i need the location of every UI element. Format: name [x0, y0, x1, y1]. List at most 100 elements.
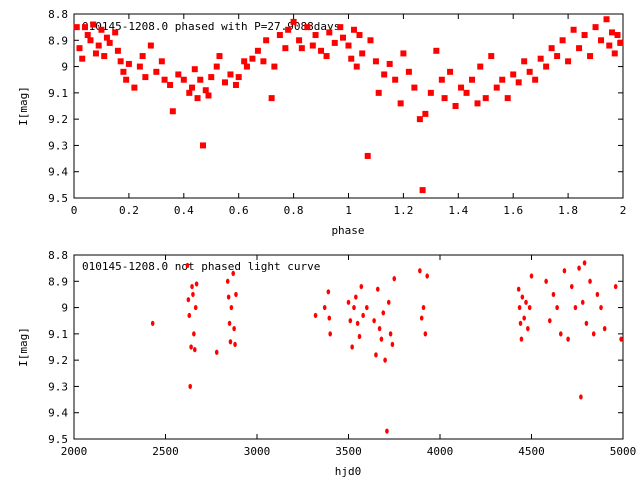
unphased-data-point	[359, 283, 364, 290]
phased-data-point	[381, 71, 388, 78]
phased-data-point	[609, 29, 616, 36]
unphased-data-point	[579, 394, 583, 400]
unphased-light-curve-panel: 010145-1208.0 not phased light curve hjd…	[17, 249, 636, 478]
unphased-data-point	[555, 304, 559, 311]
unphased-data-point	[192, 331, 196, 337]
unphased-data-point	[327, 315, 332, 321]
phased-data-point	[419, 187, 426, 194]
unphased-data-point	[229, 304, 234, 311]
phased-data-point	[323, 53, 330, 60]
phased-data-point	[147, 42, 154, 49]
unphased-data-point	[313, 312, 318, 319]
unphased-data-point	[191, 291, 195, 298]
phased-data-point	[493, 84, 500, 91]
unphased-data-point	[591, 331, 596, 337]
phased-y-tick-label: 8.9	[48, 34, 68, 47]
phased-data-point	[263, 37, 270, 44]
phased-data-point	[221, 79, 228, 86]
unphased-data-point	[526, 326, 530, 332]
unphased-data-point	[386, 299, 391, 305]
unphased-y-tick-label: 9.3	[48, 380, 68, 393]
phased-data-point	[367, 37, 374, 44]
phased-data-point	[191, 66, 198, 73]
unphased-data-point	[381, 310, 386, 316]
phased-data-point	[98, 26, 105, 33]
unphased-data-point	[423, 331, 428, 337]
phased-data-point	[611, 50, 618, 57]
unphased-y-tick-label: 8.9	[48, 275, 68, 288]
unphased-x-axis-label: hjd0	[335, 465, 362, 478]
unphased-data-point	[524, 299, 528, 305]
phased-data-point	[241, 58, 248, 65]
phased-data-point	[521, 58, 528, 65]
unphased-data-point	[377, 326, 382, 332]
unphased-x-tick-label: 5000	[610, 445, 637, 458]
phased-data-point	[617, 39, 624, 46]
phased-data-point	[603, 16, 610, 23]
unphased-x-tick-label: 2500	[152, 445, 179, 458]
unphased-data-point	[193, 304, 198, 311]
phased-light-curve-panel: 010145-1208.0 phased with P=27.9088days …	[17, 8, 626, 237]
phased-data-point	[372, 58, 379, 65]
unphased-data-point	[425, 273, 429, 279]
phased-data-point	[125, 60, 132, 67]
phased-data-point	[318, 47, 325, 54]
phased-data-point	[581, 32, 588, 39]
unphased-data-point	[383, 357, 387, 363]
unphased-data-point	[326, 289, 331, 295]
phased-data-point	[101, 53, 108, 60]
phased-data-point	[548, 45, 555, 52]
unphased-y-tick-label: 8.8	[48, 249, 68, 262]
phased-y-tick-label: 9.1	[48, 87, 68, 100]
unphased-data-point	[577, 265, 581, 271]
phased-data-point	[304, 24, 311, 31]
unphased-data-point	[346, 299, 351, 305]
phased-data-point	[537, 55, 544, 62]
unphased-data-point	[419, 315, 424, 321]
phased-data-point	[438, 76, 445, 83]
unphased-data-point	[619, 336, 623, 342]
phased-data-point	[114, 47, 121, 54]
phased-x-tick-label: 1	[345, 204, 352, 217]
unphased-data-point	[188, 383, 193, 390]
unphased-data-point	[190, 283, 194, 290]
unphased-data-point	[361, 312, 365, 319]
unphased-data-point	[418, 268, 422, 274]
unphased-x-tick-label: 3500	[335, 445, 362, 458]
phased-data-point	[576, 45, 583, 52]
phased-data-point	[227, 71, 234, 78]
unphased-data-point	[374, 352, 378, 358]
phased-data-point	[189, 84, 196, 91]
phased-data-point	[254, 47, 261, 54]
phased-x-tick-label: 2	[620, 204, 627, 217]
phased-data-point	[499, 76, 506, 83]
phased-data-point	[447, 68, 454, 75]
unphased-data-point	[392, 276, 397, 282]
phased-data-point	[282, 45, 289, 52]
phased-data-point	[570, 26, 577, 33]
phased-data-point	[139, 53, 146, 60]
phased-data-point	[364, 152, 371, 159]
phased-data-point	[482, 95, 489, 102]
phased-data-point	[92, 50, 99, 57]
unphased-data-point	[231, 270, 236, 276]
phased-data-point	[232, 81, 239, 88]
phased-data-point	[375, 89, 382, 96]
phased-data-point	[202, 87, 209, 94]
phased-data-point	[87, 37, 94, 44]
phased-y-ticks: 8.8 8.9 9 9.1 9.2 9.3 9.4 9.5	[48, 8, 623, 205]
phased-data-point	[350, 26, 357, 33]
unphased-data-point	[189, 344, 193, 350]
phased-data-point	[175, 71, 182, 78]
phased-data-point	[554, 53, 561, 60]
phased-data-point	[298, 45, 305, 52]
unphased-data-point	[390, 341, 395, 347]
unphased-data-point	[365, 304, 369, 311]
phased-data-point	[433, 47, 440, 54]
unphased-data-point	[558, 331, 563, 337]
unphased-data-point	[599, 304, 603, 311]
unphased-data-point	[226, 294, 231, 300]
phased-data-point	[353, 63, 360, 70]
phased-data-point	[565, 58, 572, 65]
